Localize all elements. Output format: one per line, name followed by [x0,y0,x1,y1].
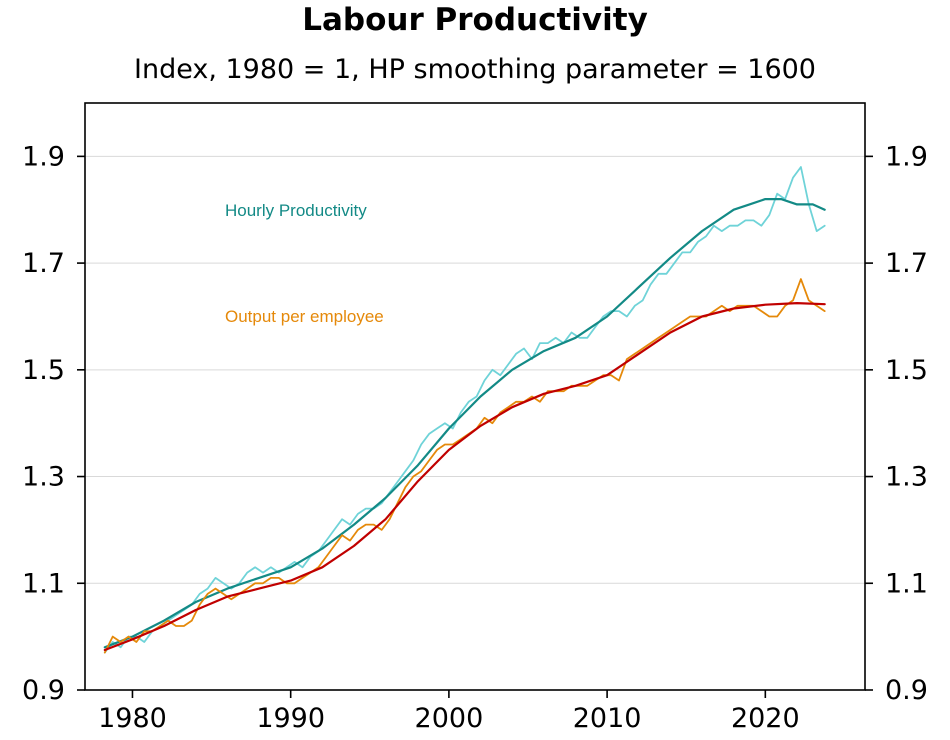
y-tick-label-left: 1.1 [22,568,65,599]
chart-title: Labour Productivity [302,2,648,38]
axes: 0.9 0.9 1.1 1.1 1.3 1.3 1.5 1.5 1.7 1.7 1.9 1.9 1980… [22,141,928,734]
y-tick-label-left: 0.9 [22,675,65,706]
series-line-hourly-productivity [103,166,826,654]
series-line-output-per-employee [103,278,826,654]
chart-subtitle: Index, 1980 = 1, HP smoothing parameter … [134,54,816,85]
y-tick-label-left: 1.3 [22,462,65,493]
plot-frame [84,102,866,691]
series-lines [103,166,826,654]
y-tick-label-left: 1.9 [22,141,65,172]
x-tick-label: 1980 [98,703,167,734]
series-line-output-per-employee-hp-trend [103,302,826,652]
y-tick-label-right: 1.9 [885,141,928,172]
x-tick-label: 2000 [415,703,484,734]
x-tick-label: 2020 [731,703,800,734]
series-label-hourly-productivity: Hourly Productivity [225,201,367,220]
series-label-output-per-employee: Output per employee [225,307,384,326]
x-tick-label: 1990 [256,703,325,734]
y-tick-label-left: 1.5 [22,355,65,386]
y-tick-label-right: 1.3 [885,462,928,493]
x-tick-label: 2010 [573,703,642,734]
series-line-hourly-productivity-hp-trend [103,198,826,649]
gridlines [85,155,865,584]
y-tick-label-right: 1.1 [885,568,928,599]
y-tick-label-right: 0.9 [885,675,928,706]
y-tick-label-right: 1.7 [885,248,928,279]
y-tick-label-left: 1.7 [22,248,65,279]
y-tick-label-right: 1.5 [885,355,928,386]
